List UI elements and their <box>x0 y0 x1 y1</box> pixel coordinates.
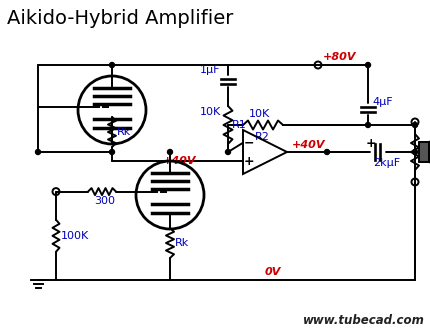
Text: +80V: +80V <box>323 52 356 62</box>
Text: +: + <box>366 137 377 150</box>
Circle shape <box>412 149 418 154</box>
Text: 4μF: 4μF <box>372 97 393 107</box>
Text: −: − <box>244 136 255 149</box>
Text: Aikido-Hybrid Amplifier: Aikido-Hybrid Amplifier <box>7 9 233 28</box>
Text: 100K: 100K <box>61 231 89 241</box>
Circle shape <box>325 149 329 154</box>
Text: 2kμF: 2kμF <box>373 158 400 168</box>
Text: R1: R1 <box>232 120 247 130</box>
Circle shape <box>366 63 371 67</box>
Text: +40V: +40V <box>292 140 326 150</box>
Text: +40V: +40V <box>163 156 197 166</box>
Text: R2: R2 <box>255 132 270 142</box>
Polygon shape <box>429 134 430 170</box>
Bar <box>419 142 429 162</box>
Text: 0V: 0V <box>265 267 281 277</box>
Circle shape <box>225 149 230 154</box>
Circle shape <box>412 123 418 128</box>
Circle shape <box>366 123 371 128</box>
Circle shape <box>110 149 114 154</box>
Text: 10K: 10K <box>200 107 221 117</box>
Circle shape <box>110 63 114 67</box>
Text: 10K: 10K <box>249 109 270 119</box>
Circle shape <box>36 149 40 154</box>
Text: +: + <box>244 155 255 168</box>
Text: Rk: Rk <box>117 127 131 137</box>
Text: www.tubecad.com: www.tubecad.com <box>303 314 425 327</box>
Text: Rk: Rk <box>175 238 189 248</box>
Text: 300: 300 <box>94 196 115 206</box>
Text: 1μF: 1μF <box>200 65 221 75</box>
Circle shape <box>168 149 172 154</box>
